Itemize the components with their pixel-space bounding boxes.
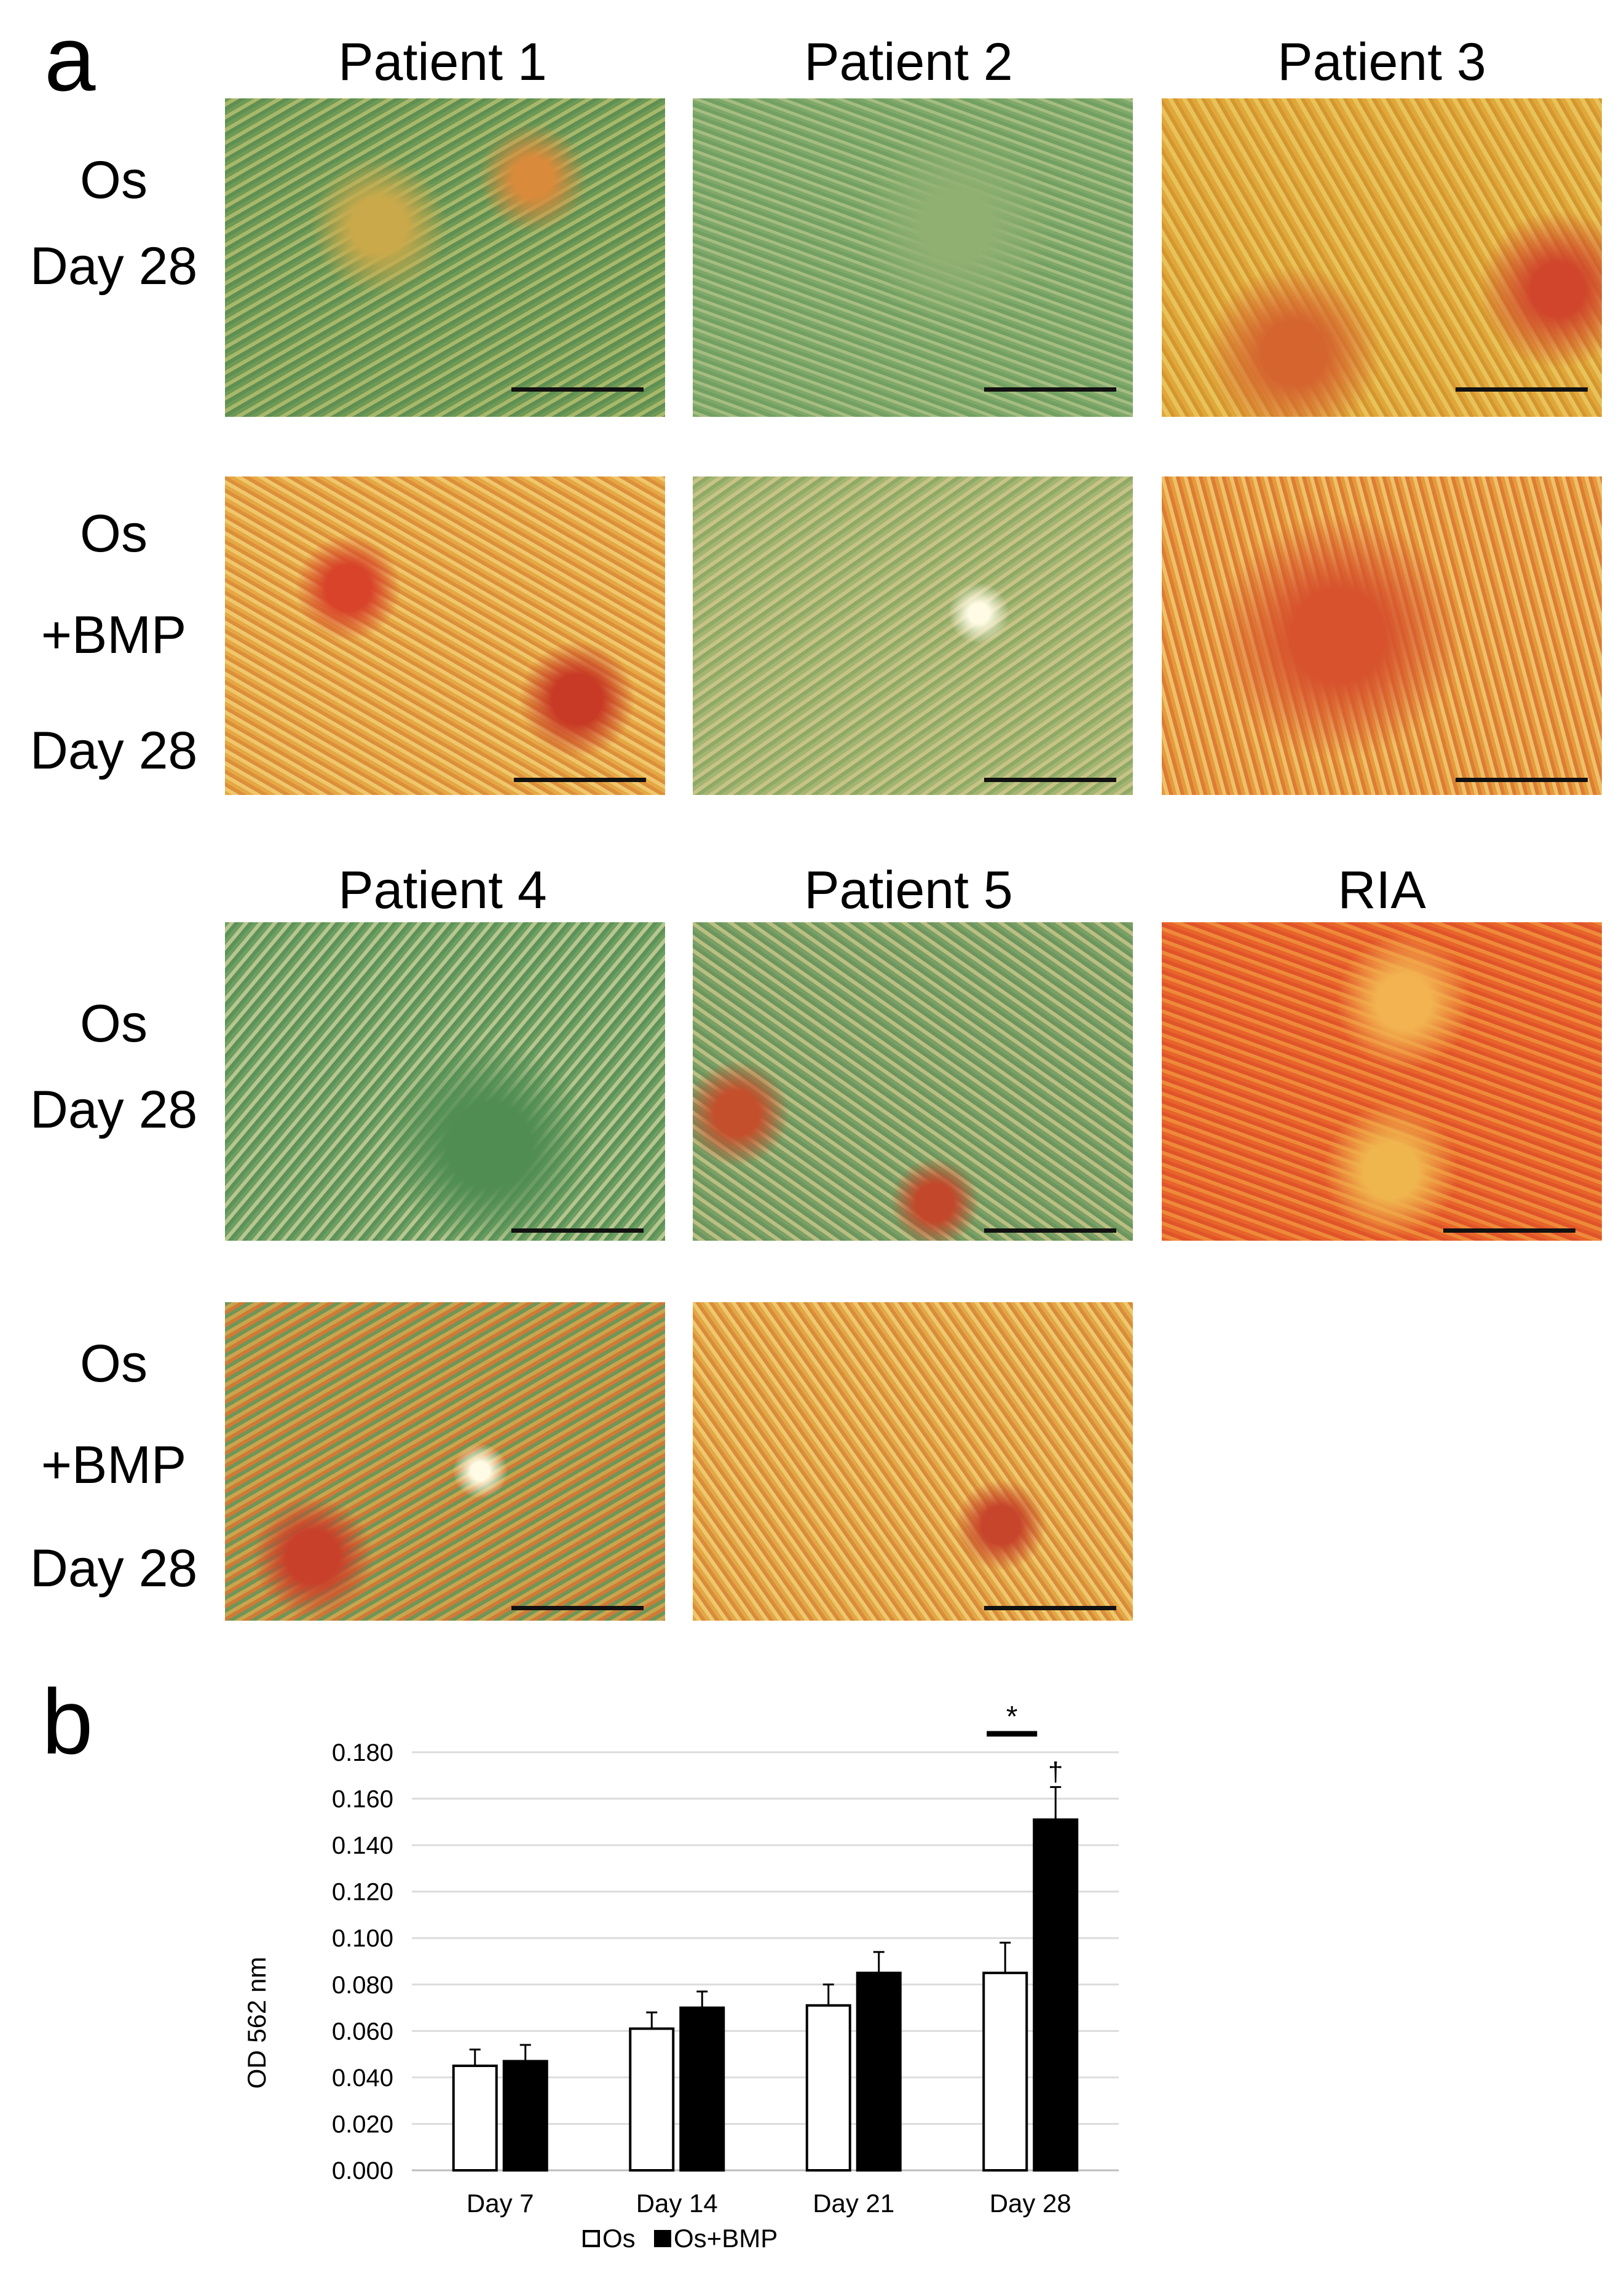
bar-os-bmp bbox=[679, 2006, 725, 2172]
column-title-ria: RIA bbox=[1338, 861, 1426, 920]
panel-letter-a: a bbox=[44, 7, 96, 110]
scale-bar bbox=[511, 387, 644, 392]
column-title-patient-2: Patient 2 bbox=[804, 33, 1013, 92]
y-tick-label: 0.020 bbox=[332, 2111, 393, 2138]
x-tick-label: Day 7 bbox=[467, 2189, 534, 2218]
x-tick-labels: Day 7 Day 14 Day 21 Day 28 bbox=[467, 2189, 1071, 2218]
row-label-os: Os bbox=[80, 1334, 148, 1393]
bar-os bbox=[982, 1971, 1028, 2172]
row-label-os: Os bbox=[80, 994, 148, 1053]
micrograph-patient5-os-bmp bbox=[693, 1302, 1133, 1621]
row-label-day28: Day 28 bbox=[30, 721, 198, 780]
scale-bar bbox=[984, 778, 1116, 782]
x-tick-label: Day 21 bbox=[813, 2189, 894, 2218]
scale-bar bbox=[1456, 387, 1588, 392]
legend-swatch bbox=[583, 2230, 600, 2247]
row-label-day28: Day 28 bbox=[30, 1080, 198, 1139]
legend: Os Os+BMP bbox=[583, 2224, 778, 2253]
micrograph-patient2-os bbox=[693, 98, 1133, 417]
y-axis-label: OD 562 nm bbox=[242, 1957, 271, 2089]
micrograph-patient2-os-bmp bbox=[693, 476, 1133, 795]
y-tick-label: 0.060 bbox=[332, 2018, 393, 2045]
bar-os-bmp bbox=[1033, 1818, 1079, 2172]
row-label-os: Os bbox=[80, 151, 148, 210]
y-tick-label: 0.080 bbox=[332, 1972, 393, 1999]
legend-swatch bbox=[654, 2230, 671, 2247]
y-tick-label: 0.100 bbox=[332, 1925, 393, 1952]
y-tick-labels: 0.000 0.020 0.040 0.060 0.080 0.100 0.120 0.140… bbox=[332, 1739, 393, 2184]
y-tick-label: 0.180 bbox=[332, 1739, 393, 1766]
y-tick-label: 0.000 bbox=[332, 2157, 393, 2184]
row-label-bmp: +BMP bbox=[41, 606, 187, 665]
bars: *† bbox=[452, 1701, 1079, 2172]
column-title-patient-1: Patient 1 bbox=[338, 33, 547, 92]
row-label-day28: Day 28 bbox=[30, 1539, 198, 1598]
y-tick-label: 0.160 bbox=[332, 1786, 393, 1813]
scale-bar bbox=[514, 778, 646, 782]
legend-label: Os+BMP bbox=[674, 2224, 778, 2253]
row-label-day28: Day 28 bbox=[30, 237, 198, 296]
x-tick-label: Day 28 bbox=[990, 2189, 1071, 2218]
column-title-patient-3: Patient 3 bbox=[1277, 33, 1486, 92]
panel-letter-b: b bbox=[42, 1670, 93, 1773]
legend-label: Os bbox=[602, 2224, 636, 2253]
bar-chart: 0.000 0.020 0.040 0.060 0.080 0.100 0.120 0.140… bbox=[242, 1701, 1119, 2253]
scale-bar bbox=[511, 1606, 644, 1610]
column-title-patient-4: Patient 4 bbox=[338, 861, 547, 920]
x-tick-label: Day 14 bbox=[636, 2189, 718, 2218]
scale-bar bbox=[984, 1228, 1116, 1233]
column-title-patient-5: Patient 5 bbox=[804, 861, 1013, 920]
micrograph-patient5-os bbox=[693, 922, 1133, 1241]
bar-os bbox=[805, 2004, 851, 2172]
row-label-bmp: +BMP bbox=[41, 1436, 187, 1495]
y-tick-label: 0.140 bbox=[332, 1832, 393, 1859]
bar-os-bmp bbox=[856, 1971, 902, 2172]
micrograph-patient3-os-bmp bbox=[1162, 476, 1602, 795]
micrograph-patient3-os bbox=[1162, 98, 1602, 417]
micrograph-patient1-os-bmp bbox=[225, 476, 665, 795]
micrograph-ria-os bbox=[1162, 922, 1602, 1241]
bar-os-bmp bbox=[502, 2060, 548, 2172]
scale-bar bbox=[1456, 778, 1588, 782]
scale-bar bbox=[1443, 1228, 1575, 1233]
micrograph-patient4-os bbox=[225, 922, 665, 1241]
scale-bar bbox=[511, 1228, 644, 1233]
significance-marker: * bbox=[1006, 1701, 1018, 1733]
scale-bar bbox=[984, 387, 1116, 392]
y-tick-label: 0.120 bbox=[332, 1879, 393, 1906]
bar-os bbox=[452, 2065, 498, 2172]
micrograph-patient1-os bbox=[225, 98, 665, 417]
row-label-os: Os bbox=[80, 504, 148, 563]
dagger-marker: † bbox=[1048, 1757, 1063, 1787]
micrograph-patient4-os-bmp bbox=[225, 1302, 665, 1621]
scale-bar bbox=[984, 1606, 1116, 1610]
y-tick-label: 0.040 bbox=[332, 2065, 393, 2092]
bar-os bbox=[629, 2027, 675, 2172]
